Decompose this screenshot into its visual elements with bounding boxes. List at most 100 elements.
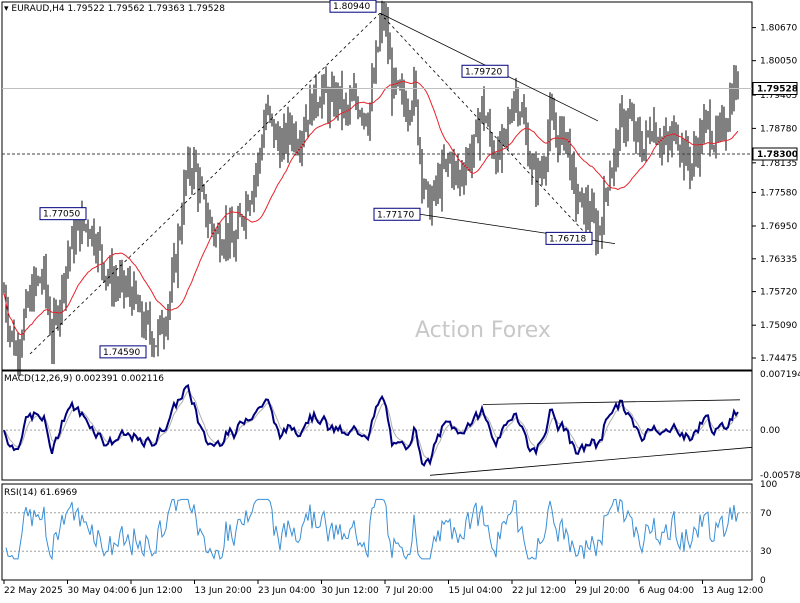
candle-body bbox=[641, 147, 643, 158]
candle-body bbox=[285, 128, 287, 147]
candle-body bbox=[421, 153, 423, 186]
candle-body bbox=[423, 185, 425, 188]
candle-body bbox=[351, 98, 353, 101]
candle-body bbox=[693, 149, 695, 166]
candle-body bbox=[439, 177, 441, 194]
candle-body bbox=[23, 313, 25, 338]
candle-body bbox=[81, 216, 83, 242]
candle-body bbox=[41, 281, 43, 283]
candle-body bbox=[255, 172, 257, 181]
current-price-tag bbox=[752, 82, 798, 96]
candle-body bbox=[659, 143, 661, 149]
candle-body bbox=[595, 219, 597, 246]
y-tick-label: 1.76335 bbox=[760, 255, 797, 265]
candle-body bbox=[187, 157, 189, 173]
candle-body bbox=[145, 313, 147, 333]
current-price-label: 1.79528 bbox=[757, 85, 798, 95]
candle-body bbox=[119, 277, 121, 288]
candle-body bbox=[499, 144, 501, 155]
candle-body bbox=[725, 130, 727, 136]
candle-body bbox=[495, 156, 497, 170]
candle-body bbox=[39, 278, 41, 283]
y-tick-label: 1.78780 bbox=[760, 124, 797, 134]
candle-body bbox=[201, 184, 203, 191]
symbol-label: EURAUD,H4 bbox=[11, 4, 65, 14]
candle-body bbox=[711, 142, 713, 148]
y-tick-label: 1.80050 bbox=[760, 57, 797, 67]
candle-body bbox=[425, 182, 427, 188]
candle-body bbox=[701, 128, 703, 143]
candle-body bbox=[501, 133, 503, 155]
candle-body bbox=[565, 132, 567, 148]
x-tick-label: 7 Jul 20:00 bbox=[385, 586, 434, 596]
candle-body bbox=[467, 152, 469, 163]
candle-body bbox=[243, 220, 245, 222]
candle-body bbox=[357, 102, 359, 115]
ohlc-readout: 1.79522 1.79562 1.79363 1.79528 bbox=[67, 4, 225, 14]
candle-body bbox=[247, 200, 249, 210]
candle-body bbox=[533, 162, 535, 169]
candle-body bbox=[737, 74, 739, 95]
candle-body bbox=[159, 317, 161, 328]
x-tick-label: 22 Jul 12:00 bbox=[512, 586, 566, 596]
candle-body bbox=[457, 169, 459, 181]
candle-body bbox=[173, 257, 175, 275]
candle-body bbox=[627, 112, 629, 127]
candle-body bbox=[593, 206, 595, 220]
rsi-pane-title: RSI(14) 61.6969 bbox=[4, 488, 78, 498]
candle-body bbox=[89, 231, 91, 239]
candle-body bbox=[433, 183, 435, 198]
candle-body bbox=[47, 292, 49, 311]
candle-body bbox=[353, 91, 355, 99]
candle-body bbox=[413, 77, 415, 107]
candle-body bbox=[259, 152, 261, 160]
candle-body bbox=[491, 136, 493, 152]
candle-body bbox=[445, 159, 447, 166]
candle-body bbox=[517, 94, 519, 117]
candle-body bbox=[109, 265, 111, 276]
x-tick-label: 22 May 2025 bbox=[4, 586, 63, 596]
candle-body bbox=[541, 172, 543, 174]
candle-body bbox=[195, 156, 197, 171]
candle-body bbox=[731, 98, 733, 109]
menu-triangle-icon[interactable]: ▾ bbox=[4, 4, 9, 14]
candle-body bbox=[215, 231, 217, 237]
candle-body bbox=[665, 135, 667, 141]
candle-body bbox=[691, 165, 693, 172]
candle-body bbox=[717, 127, 719, 132]
candle-body bbox=[87, 224, 89, 232]
candle-body bbox=[15, 349, 17, 353]
candle-body bbox=[189, 157, 191, 176]
candle-body bbox=[147, 313, 149, 319]
candle-body bbox=[621, 111, 623, 114]
support-level-tag bbox=[752, 147, 798, 161]
candle-body bbox=[515, 94, 517, 96]
candle-body bbox=[367, 123, 369, 130]
candle-body bbox=[339, 86, 341, 104]
candle-body bbox=[549, 108, 551, 135]
candle-body bbox=[567, 132, 569, 142]
y-tick-label: 1.75090 bbox=[760, 321, 797, 331]
candle-body bbox=[403, 89, 405, 105]
candle-body bbox=[581, 192, 583, 194]
candle-body bbox=[645, 131, 647, 150]
candle-body bbox=[53, 315, 55, 349]
rsi-y-tick-label: 100 bbox=[760, 480, 777, 490]
candle-body bbox=[153, 345, 155, 348]
candle-body bbox=[29, 291, 31, 306]
candle-body bbox=[441, 161, 443, 194]
candle-body bbox=[305, 119, 307, 131]
candle-body bbox=[519, 114, 521, 117]
label-1-79720-box bbox=[461, 64, 509, 78]
candle-body bbox=[605, 190, 607, 192]
candle-body bbox=[369, 103, 371, 130]
candle-body bbox=[619, 111, 621, 151]
candle-body bbox=[327, 92, 329, 114]
candle-body bbox=[607, 187, 609, 191]
candle-body bbox=[37, 278, 39, 282]
x-tick-label: 13 Jun 20:00 bbox=[195, 586, 252, 596]
candle-body bbox=[113, 283, 115, 295]
label-1-76718-box bbox=[545, 231, 593, 245]
candle-body bbox=[169, 295, 171, 309]
candle-body bbox=[509, 118, 511, 121]
